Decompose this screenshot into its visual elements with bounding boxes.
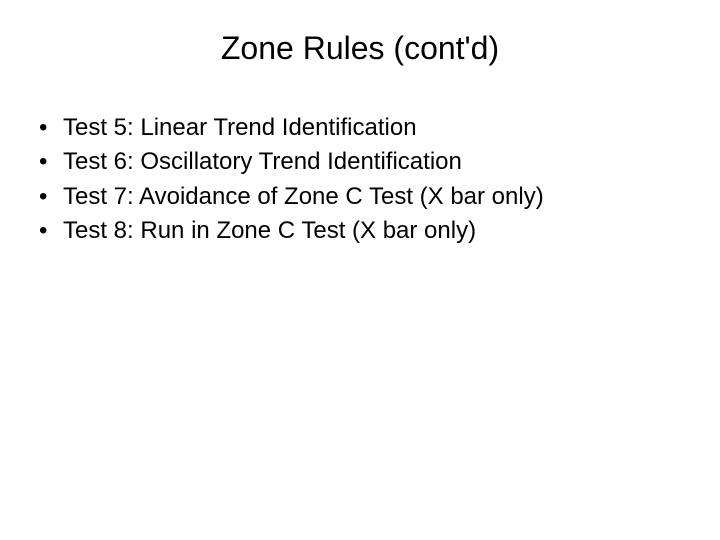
list-item: Test 7: Avoidance of Zone C Test (X bar … bbox=[35, 181, 690, 213]
list-item: Test 8: Run in Zone C Test (X bar only) bbox=[35, 215, 690, 247]
list-item: Test 6: Oscillatory Trend Identification bbox=[35, 146, 690, 178]
slide-title: Zone Rules (cont'd) bbox=[30, 30, 690, 67]
bullet-list: Test 5: Linear Trend Identification Test… bbox=[30, 112, 690, 248]
list-item: Test 5: Linear Trend Identification bbox=[35, 112, 690, 144]
